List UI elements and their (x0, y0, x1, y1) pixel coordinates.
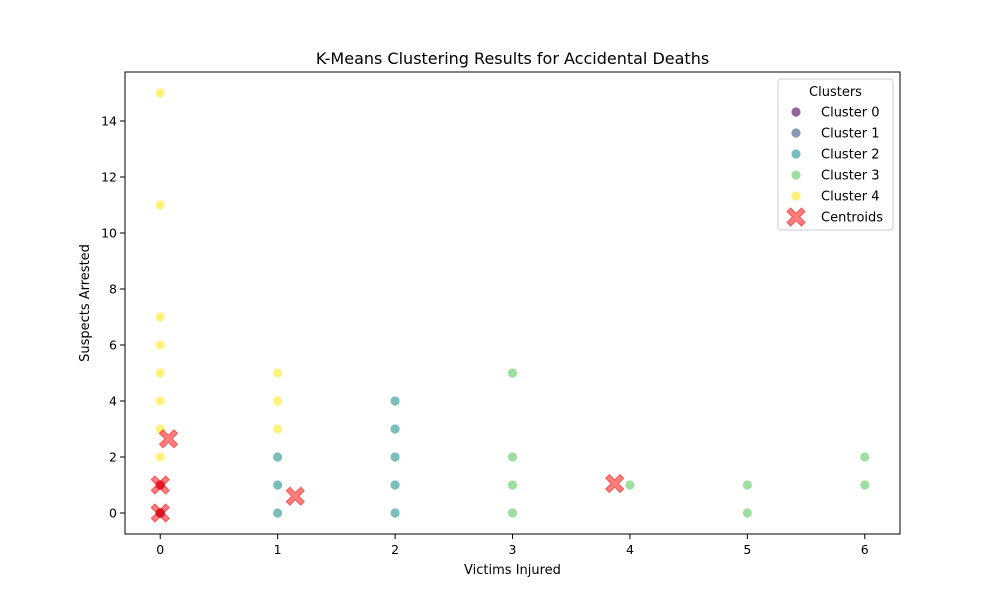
cluster-4-point (273, 396, 283, 406)
cluster-2-point (273, 480, 283, 490)
legend: Clusters Cluster 0 Cluster 1 Cluster 2 Clust… (777, 78, 894, 231)
y-tick-label: 10 (101, 226, 117, 241)
legend-box (777, 78, 894, 231)
centroid-marker (158, 429, 179, 449)
cluster-3-point (625, 480, 635, 490)
y-tick-label: 0 (109, 506, 117, 521)
x-tick-label: 6 (861, 542, 869, 557)
cluster-4-point (155, 396, 165, 406)
legend-label: Cluster 2 (821, 148, 880, 163)
legend-swatch-centroid (786, 207, 806, 227)
legend-swatch (791, 170, 801, 180)
cluster-3-point (507, 368, 518, 378)
centroid-marker (604, 473, 625, 494)
legend-label: Cluster 1 (821, 127, 880, 142)
cluster-4-point (155, 200, 165, 210)
legend-swatch (791, 128, 801, 138)
plot-area (150, 88, 870, 523)
y-tick-label: 2 (109, 450, 117, 465)
cluster-3-point (860, 452, 870, 462)
x-axis: 0 1 2 3 4 5 6 (156, 534, 869, 557)
cluster-4-point (155, 368, 165, 378)
cluster-4-point (155, 452, 165, 462)
cluster-3-point (507, 508, 518, 518)
legend-swatch (791, 149, 801, 159)
x-tick-label: 2 (391, 542, 399, 557)
legend-title: Clusters (809, 85, 862, 100)
cluster-4-point (273, 424, 283, 434)
y-tick-label: 14 (101, 114, 117, 129)
cluster-2-point (390, 508, 400, 518)
cluster-2-point (273, 452, 283, 462)
x-tick-label: 4 (626, 542, 634, 557)
x-tick-label: 5 (743, 542, 751, 557)
y-axis-label: Suspects Arrested (78, 244, 93, 362)
x-axis-label: Victims Injured (464, 563, 561, 578)
legend-swatch (791, 107, 801, 117)
cluster-4-point (155, 340, 165, 350)
legend-label: Centroids (821, 211, 883, 226)
y-tick-label: 12 (101, 170, 117, 185)
x-tick-label: 3 (509, 542, 517, 557)
cluster-3-point (507, 480, 518, 490)
cluster-3-point (860, 480, 870, 490)
cluster-4-point (273, 368, 283, 378)
cluster-4-point (155, 88, 165, 98)
cluster-3-point (742, 508, 752, 518)
overlay-point (155, 508, 165, 518)
cluster-2-point (390, 396, 400, 406)
legend-label: Cluster 0 (821, 106, 880, 121)
cluster-2-point (273, 508, 283, 518)
legend-swatch (791, 191, 801, 201)
cluster-3-point (742, 480, 752, 490)
legend-label: Cluster 3 (821, 169, 880, 184)
y-tick-label: 6 (109, 338, 117, 353)
cluster-4-point (155, 312, 165, 322)
chart-title: K-Means Clustering Results for Accidenta… (316, 49, 709, 68)
legend-label: Cluster 4 (821, 190, 880, 205)
cluster-3-point (507, 452, 518, 462)
cluster-2-point (390, 452, 400, 462)
overlay-point (155, 480, 165, 490)
y-tick-label: 8 (109, 282, 117, 297)
cluster-2-point (390, 480, 400, 490)
x-tick-label: 1 (274, 542, 282, 557)
centroid-marker (285, 486, 305, 506)
y-axis: 0 2 4 6 8 10 12 14 (101, 114, 125, 521)
cluster-2-point (390, 424, 400, 434)
x-tick-label: 0 (156, 542, 164, 557)
y-tick-label: 4 (109, 394, 117, 409)
